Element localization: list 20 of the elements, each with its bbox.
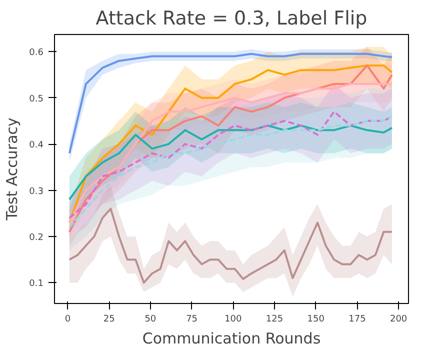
y-tick-label: 0.1 (29, 279, 44, 290)
y-tick-label: 0.5 (29, 94, 44, 104)
x-tick-label: 125 (266, 314, 284, 324)
x-tick-label: 25 (103, 314, 115, 324)
line-series (68, 208, 393, 284)
y-tick-label: 0.6 (29, 48, 44, 58)
x-tick-label: 100 (224, 314, 242, 324)
chart-title: Attack Rate = 0.3, Label Flip (96, 8, 368, 30)
x-tick-label: 75 (186, 314, 198, 324)
y-axis-title: Test Accuracy (3, 117, 22, 222)
x-tick-label: 50 (144, 314, 156, 324)
x-tick-label: 200 (390, 314, 408, 324)
y-tick-label: 0.2 (29, 232, 44, 243)
x-tick-label: 150 (307, 314, 325, 324)
y-tick-label: 0.3 (29, 186, 44, 197)
x-axis-title: Communication Rounds (142, 330, 321, 348)
line-series (68, 124, 393, 201)
y-tick-label: 0.4 (29, 140, 44, 151)
x-tick-label: 175 (348, 314, 366, 324)
x-tick-label: 0 (64, 314, 71, 324)
